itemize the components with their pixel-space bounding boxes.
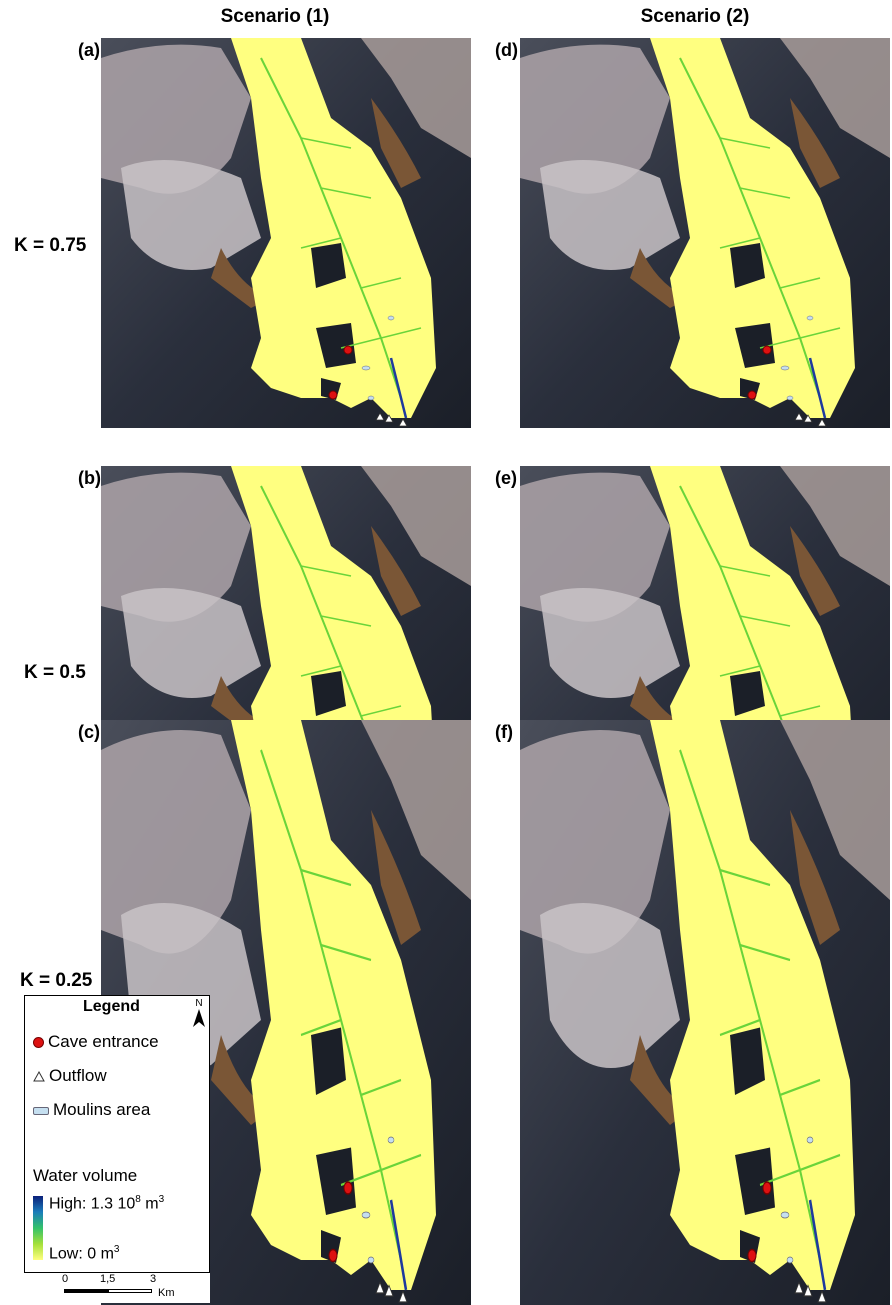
map-d [520,38,890,428]
scale-tick-1: 1,5 [100,1273,116,1285]
water-volume-label: Water volume [33,1166,138,1185]
row-label-k05: K = 0.5 [24,662,86,683]
outflow-icon [33,1067,45,1087]
cave-entrance-icon [33,1037,44,1049]
column-title-scenario-2: Scenario (2) [640,6,750,27]
map-f [520,720,890,1305]
scale-unit: Km [158,1287,175,1299]
row-label-k025: K = 0.25 [20,970,93,991]
north-arrow-shape [193,1009,205,1027]
legend-item-moulins: Moulins area [33,1100,150,1120]
panel-label-b: (b) [78,468,101,488]
legend-moulins-label: Moulins area [53,1100,151,1119]
legend-water-volume: Water volume [33,1166,137,1186]
north-label: N [195,998,203,1009]
legend-item-outflow: Outflow [33,1066,107,1087]
moulins-icon [33,1106,49,1115]
legend-title: Legend [83,998,140,1015]
legend-cave-label: Cave entrance [48,1032,159,1051]
high-label: High: 1.3 10 [49,1195,136,1213]
scale-tick-2: 3 [150,1273,157,1285]
legend: Legend N Cave entrance Outflow Moulins a… [24,995,210,1273]
high-unit: m [145,1195,159,1213]
scale-bar-black [64,1289,108,1293]
panel-label-e: (e) [495,468,517,488]
north-arrow-icon: N [193,998,205,1027]
low-exponent: 3 [113,1244,120,1255]
map-panel-d [520,38,890,428]
high-unit-exponent: 3 [158,1194,165,1205]
legend-item-cave: Cave entrance [33,1032,159,1052]
legend-high: High: 1.3 108 m3 [49,1194,164,1213]
panel-label-c: (c) [78,722,100,742]
scale-tick-0: 0 [62,1273,69,1285]
column-title-scenario-1: Scenario (1) [220,6,330,27]
panel-label-a: (a) [78,40,100,60]
low-label: Low: 0 m [49,1245,114,1263]
panel-label-d: (d) [495,40,518,60]
map-a [101,38,471,428]
legend-outflow-label: Outflow [49,1066,107,1085]
map-panel-f [520,720,890,1305]
high-exponent: 8 [135,1194,141,1205]
panel-label-f: (f) [495,722,513,742]
water-volume-gradient [33,1196,43,1260]
legend-low: Low: 0 m3 [49,1244,119,1263]
scale-bar: 0 1,5 3 Km [24,1273,210,1303]
map-panel-a [101,38,471,428]
scale-bar-white [108,1289,152,1293]
row-label-k075: K = 0.75 [14,235,87,256]
